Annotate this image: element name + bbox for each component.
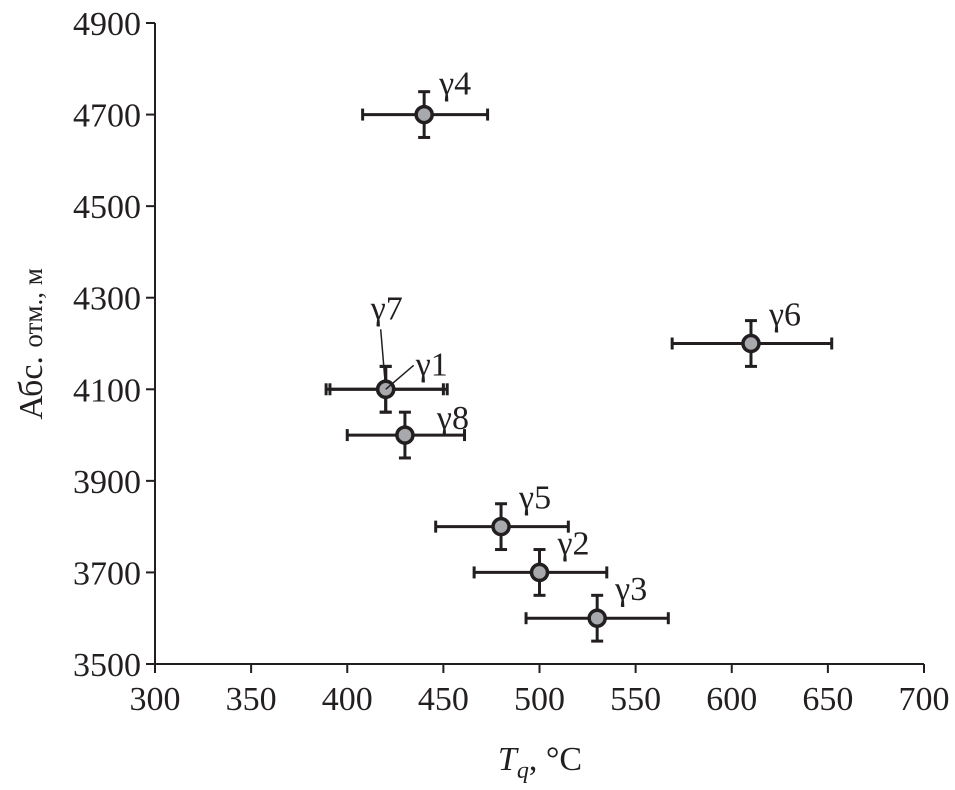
data-point-γ3: γ3 xyxy=(524,571,670,643)
data-point-γ8: γ8 xyxy=(345,400,469,460)
point-label: γ6 xyxy=(768,297,801,334)
x-axis-title: Tq, °C xyxy=(498,741,582,784)
x-tick-label: 650 xyxy=(802,681,853,718)
point-marker xyxy=(395,425,415,445)
point-label: γ4 xyxy=(438,66,471,103)
point-marker xyxy=(414,104,434,125)
y-axis-title: Абс. отм., м xyxy=(13,268,50,420)
x-tick-label: 500 xyxy=(514,681,565,718)
data-point-γ5: γ5 xyxy=(434,480,570,552)
point-marker xyxy=(529,562,550,583)
data-point-γ6: γ6 xyxy=(670,297,834,368)
leader-line xyxy=(385,364,415,390)
point-label: γ3 xyxy=(614,571,647,608)
y-tick-label: 4900 xyxy=(73,6,141,43)
x-tick-label: 350 xyxy=(226,681,277,718)
point-label: γ1 xyxy=(415,346,448,383)
y-tick-label: 3700 xyxy=(73,555,141,592)
y-tick-label: 3900 xyxy=(73,464,141,501)
y-tick-label: 4300 xyxy=(73,281,141,318)
data-point-γ2: γ2 xyxy=(472,525,609,597)
x-tick-label: 700 xyxy=(899,681,950,718)
x-tick-label: 550 xyxy=(610,681,661,718)
point-label: γ8 xyxy=(436,400,469,437)
x-tick-label: 600 xyxy=(706,681,757,718)
data-point-γ4: γ4 xyxy=(361,66,490,139)
data-point-γ1: γ1 xyxy=(328,346,449,414)
y-tick-label: 4700 xyxy=(73,98,141,135)
point-marker xyxy=(491,516,511,537)
point-marker xyxy=(587,608,607,628)
x-tick-label: 400 xyxy=(322,681,373,718)
y-tick-label: 4100 xyxy=(73,372,141,409)
y-tick-label: 3500 xyxy=(73,647,141,684)
point-marker xyxy=(741,333,761,354)
point-label: γ5 xyxy=(518,480,551,517)
y-tick-label: 4500 xyxy=(73,189,141,226)
x-tick-label: 300 xyxy=(130,681,181,718)
point-label: γ2 xyxy=(557,525,590,562)
x-tick-label: 450 xyxy=(418,681,469,718)
point-label: γ7 xyxy=(370,290,403,327)
